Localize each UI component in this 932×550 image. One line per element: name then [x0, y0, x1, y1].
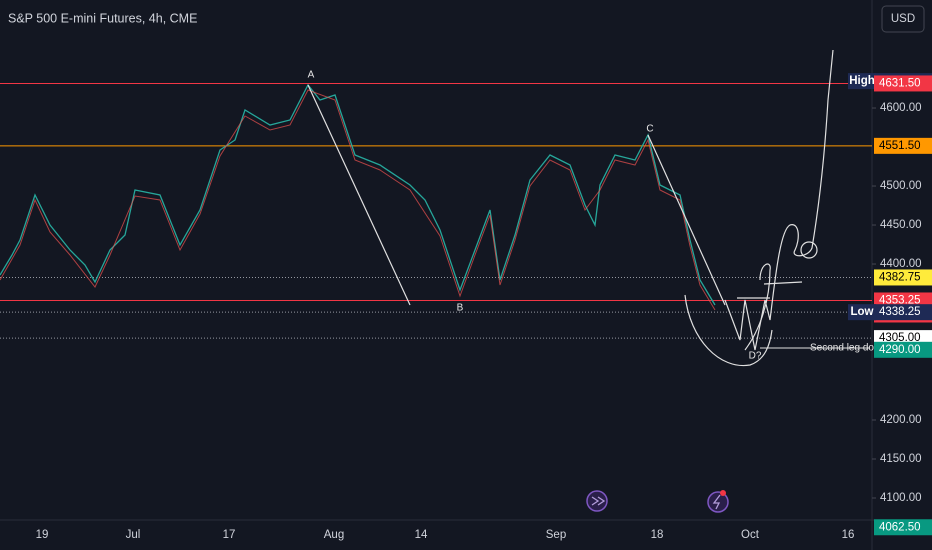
y-tick-label: 4100.00	[880, 492, 922, 504]
time-label: 19	[36, 529, 49, 541]
event-icon[interactable]	[586, 490, 608, 512]
annotation: B	[457, 303, 464, 314]
price-tag: High	[849, 75, 875, 87]
price-label-box	[874, 75, 932, 92]
drawings	[307, 49, 870, 367]
price-label-box	[874, 519, 932, 536]
y-tick-label: 4600.00	[880, 102, 922, 114]
annotation: D?	[749, 351, 762, 362]
annotation: Second leg down	[810, 343, 887, 354]
price-label-box	[874, 341, 932, 358]
price-label: 4631.50	[879, 77, 921, 89]
trend-line	[307, 84, 411, 306]
time-label: Sep	[546, 529, 566, 541]
annotation: C	[646, 124, 653, 135]
y-tick-label: 4500.00	[880, 180, 922, 192]
time-label: 17	[223, 529, 236, 541]
chart-title: S&P 500 E-mini Futures, 4h, CME	[8, 11, 197, 25]
price-tag-box	[848, 73, 876, 90]
y-tick-label: 4400.00	[880, 258, 922, 270]
price-label-box	[874, 269, 932, 286]
price-lines	[0, 82, 872, 339]
sketch	[744, 263, 771, 351]
sketch	[800, 241, 818, 259]
sketch	[724, 49, 834, 351]
price-tag-box	[848, 304, 876, 321]
sketch	[763, 281, 803, 285]
time-label: Oct	[741, 529, 760, 541]
price-label: 4382.75	[879, 272, 921, 284]
price-path	[0, 83, 716, 306]
y-tick-label: 4200.00	[880, 414, 922, 426]
sketch	[684, 294, 773, 367]
event-icon[interactable]	[707, 490, 729, 513]
price-tag: Low	[851, 306, 874, 318]
currency-label: USD	[891, 13, 915, 25]
price-label-box	[874, 137, 932, 154]
time-label: Aug	[324, 529, 344, 541]
y-tick-label: 4450.00	[880, 219, 922, 231]
price-label: 4551.50	[879, 140, 921, 152]
annotation: A	[308, 70, 315, 81]
price-label: 4305.00	[879, 332, 921, 344]
time-label: 16	[842, 529, 855, 541]
price-label: 4062.50	[879, 521, 921, 533]
time-label: Jul	[126, 529, 141, 541]
price-path-shadow	[0, 89, 716, 311]
time-label: 14	[415, 529, 428, 541]
price-label: 4338.25	[879, 306, 921, 318]
price-label-box	[874, 304, 932, 321]
trend-line	[647, 134, 726, 306]
currency-button[interactable]	[881, 5, 925, 33]
y-tick-label: 4150.00	[880, 453, 922, 465]
time-label: 18	[651, 529, 664, 541]
time-axis: 19 Jul 17 Aug 14 Sep 18 Oct 16	[36, 529, 855, 541]
price-labels: 4600.00 4500.00 4450.00 4400.00 4200.00 4150.…	[848, 73, 932, 536]
price-label: 4353.25	[879, 295, 921, 307]
price-label: 4290.00	[879, 344, 921, 356]
